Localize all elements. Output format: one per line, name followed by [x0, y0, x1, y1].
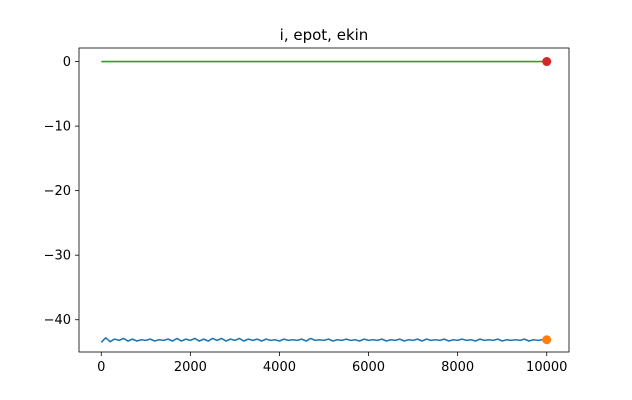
x-tick-label: 0 [97, 360, 105, 375]
series-layer [100, 57, 552, 345]
x-tick-label: 10000 [526, 360, 567, 375]
y-tick-label: −30 [44, 249, 71, 264]
series-2-point [542, 335, 552, 345]
x-tick-label: 6000 [352, 360, 385, 375]
series-3-point [542, 57, 552, 67]
chart-title: i, epot, ekin [280, 26, 369, 44]
y-tick-label: −40 [44, 313, 71, 328]
x-tick-label: 2000 [174, 360, 207, 375]
y-tick-label: 0 [63, 55, 71, 70]
plot-frame [78, 47, 570, 353]
y-tick-label: −20 [44, 184, 71, 199]
x-tick-label: 8000 [441, 360, 474, 375]
plot-area [79, 48, 569, 352]
series-0-line [100, 336, 547, 343]
axes-layer: 0 2000 4000 6000 8000 10000 0 −10 −20 −30 −40 [44, 55, 568, 375]
x-tick-label: 4000 [263, 360, 296, 375]
y-tick-label: −10 [44, 120, 71, 135]
